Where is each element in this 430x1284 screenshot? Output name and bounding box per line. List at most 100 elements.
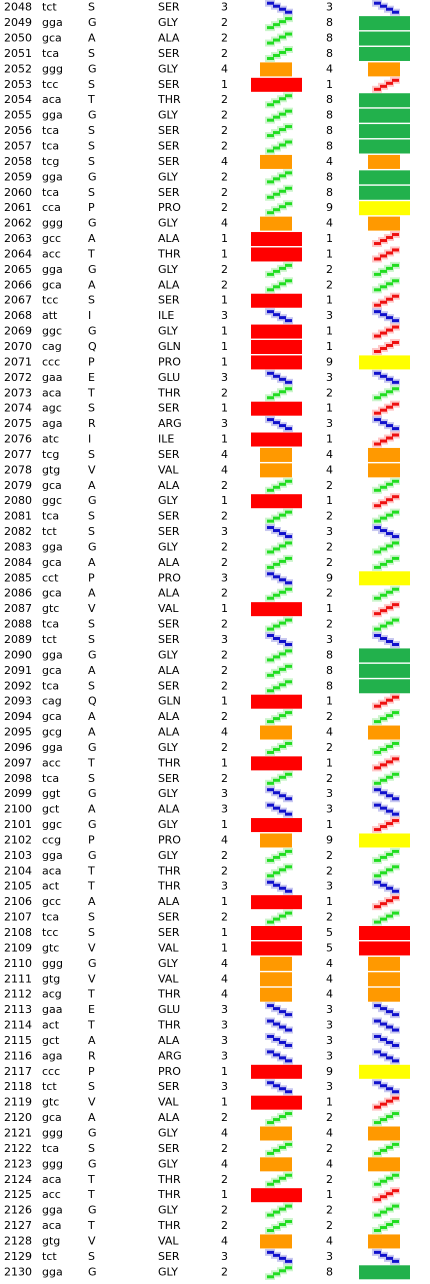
icon-step <box>273 177 280 181</box>
class-2: 1 <box>326 494 333 507</box>
class-1-icon <box>265 92 293 109</box>
row-index: 2066 <box>4 278 32 291</box>
amino-acid: P <box>88 355 95 368</box>
icon-step <box>279 7 286 11</box>
icon-step <box>285 1028 292 1032</box>
codon: gca <box>42 587 62 600</box>
icon-step <box>386 1099 393 1103</box>
codon: ggg <box>42 217 63 230</box>
row-index: 2060 <box>4 186 32 199</box>
amino-acid: I <box>88 433 91 446</box>
codon: cca <box>42 201 61 214</box>
row-index: 2093 <box>4 695 32 708</box>
class-1: 1 <box>221 1096 228 1109</box>
class-1: 2 <box>221 140 228 153</box>
icon-step <box>267 418 274 422</box>
class-2: 8 <box>326 124 333 137</box>
amino-acid: G <box>88 1126 97 1139</box>
amino-acid-code: PRO <box>158 571 181 584</box>
icon-step <box>380 1118 387 1122</box>
icon-step <box>392 587 399 591</box>
icon-step <box>386 498 393 502</box>
row-index: 2104 <box>4 864 32 877</box>
class-1: 3 <box>221 787 228 800</box>
class-1: 4 <box>221 155 228 168</box>
icon-step <box>285 32 292 36</box>
icon-step <box>285 510 292 514</box>
class-2-icon <box>372 323 400 340</box>
class-1-icon <box>265 184 293 201</box>
amino-acid: S <box>88 294 95 307</box>
icon-step <box>279 189 286 193</box>
icon-step <box>285 797 292 801</box>
class-1-icon <box>265 1202 293 1219</box>
codon: gtg <box>42 463 60 476</box>
icon-step <box>267 41 274 45</box>
row-index: 2048 <box>4 1 32 14</box>
icon-step <box>374 288 381 292</box>
icon-step <box>285 541 292 545</box>
class-2: 8 <box>326 1265 333 1278</box>
amino-acid-code: SER <box>158 47 180 60</box>
class-1: 3 <box>221 1049 228 1062</box>
class-1-icon <box>260 1157 292 1172</box>
icon-step <box>392 10 399 14</box>
class-2: 8 <box>326 109 333 122</box>
amino-acid-code: ALA <box>158 803 180 816</box>
icon-step <box>374 1019 381 1023</box>
class-1: 2 <box>221 1204 228 1217</box>
amino-acid-code: SER <box>158 186 180 199</box>
icon-step <box>392 294 399 298</box>
class-1: 2 <box>221 556 228 569</box>
class-2-icon <box>372 1110 400 1127</box>
icon-step <box>285 889 292 893</box>
icon-step <box>392 402 399 406</box>
class-2-icon <box>372 508 400 525</box>
amino-acid: A <box>88 587 96 600</box>
icon-step <box>285 109 292 113</box>
icon-step <box>267 781 274 785</box>
icon-step <box>374 411 381 415</box>
icon-box <box>368 972 400 987</box>
icon-box <box>251 339 302 354</box>
class-2: 2 <box>326 710 333 723</box>
icon-step <box>285 94 292 98</box>
icon-step <box>267 519 274 523</box>
row-index: 2087 <box>4 602 32 615</box>
amino-acid: S <box>88 772 95 785</box>
class-1: 4 <box>221 1234 228 1247</box>
class-1-icon <box>265 554 293 571</box>
codon: tcg <box>42 448 59 461</box>
icon-box <box>368 216 400 231</box>
icon-step <box>386 1176 393 1180</box>
icon-step <box>279 868 286 872</box>
icon-step <box>285 1043 292 1047</box>
amino-acid: S <box>88 1142 95 1155</box>
class-2-icon <box>372 709 400 726</box>
icon-box <box>359 16 410 31</box>
amino-acid: A <box>88 664 96 677</box>
icon-step <box>386 405 393 409</box>
class-1-icon <box>265 1264 293 1281</box>
icon-step <box>273 1037 280 1041</box>
class-2: 3 <box>326 1049 333 1062</box>
icon-step <box>374 750 381 754</box>
class-2: 2 <box>326 1173 333 1186</box>
amino-acid: T <box>87 247 95 260</box>
class-2: 2 <box>326 618 333 631</box>
class-1: 4 <box>221 957 228 970</box>
codon: cag <box>42 695 62 708</box>
amino-acid: V <box>88 972 96 985</box>
row-index: 2081 <box>4 510 32 523</box>
icon-step <box>392 1090 399 1094</box>
icon-step <box>386 794 393 798</box>
row-index: 2052 <box>4 62 32 75</box>
codon: act <box>42 880 60 893</box>
class-2: 1 <box>326 756 333 769</box>
icon-step <box>279 482 286 486</box>
codon: tcc <box>42 78 58 91</box>
icon-step <box>374 1250 381 1254</box>
icon-step <box>285 772 292 776</box>
icon-step <box>392 319 399 323</box>
icon-step <box>392 556 399 560</box>
